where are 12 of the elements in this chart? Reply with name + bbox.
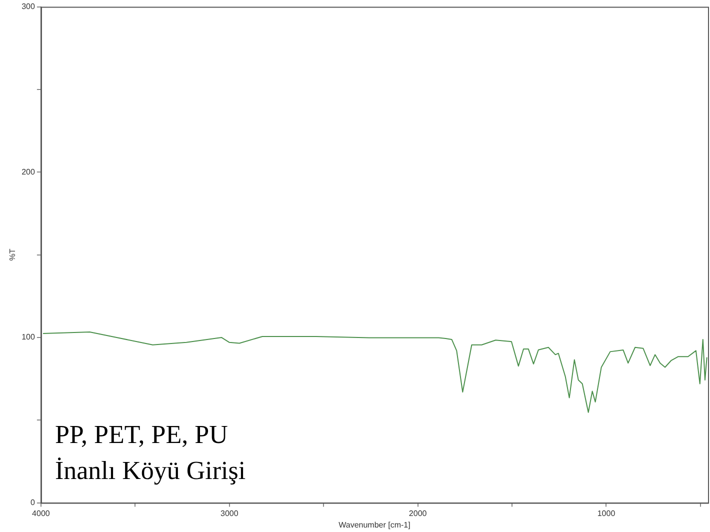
y-tick-label: 300 <box>22 2 36 12</box>
annotation: PP, PET, PE, PU <box>54 420 228 449</box>
annotation: İnanlı Köyü Girişi <box>54 456 246 485</box>
y-tick-label: 200 <box>22 167 36 176</box>
x-tick-label: 4000 <box>32 508 50 518</box>
x-tick-label: 3000 <box>220 508 239 518</box>
y-tick-label: 0 <box>30 498 36 508</box>
y-tick-label: 100 <box>22 332 36 342</box>
y-axis-title: %T <box>8 248 18 261</box>
x-axis-title: Wavenumber [cm-1] <box>338 520 410 530</box>
x-tick-label: 1000 <box>597 508 616 518</box>
x-tick-label: 2000 <box>408 508 428 518</box>
